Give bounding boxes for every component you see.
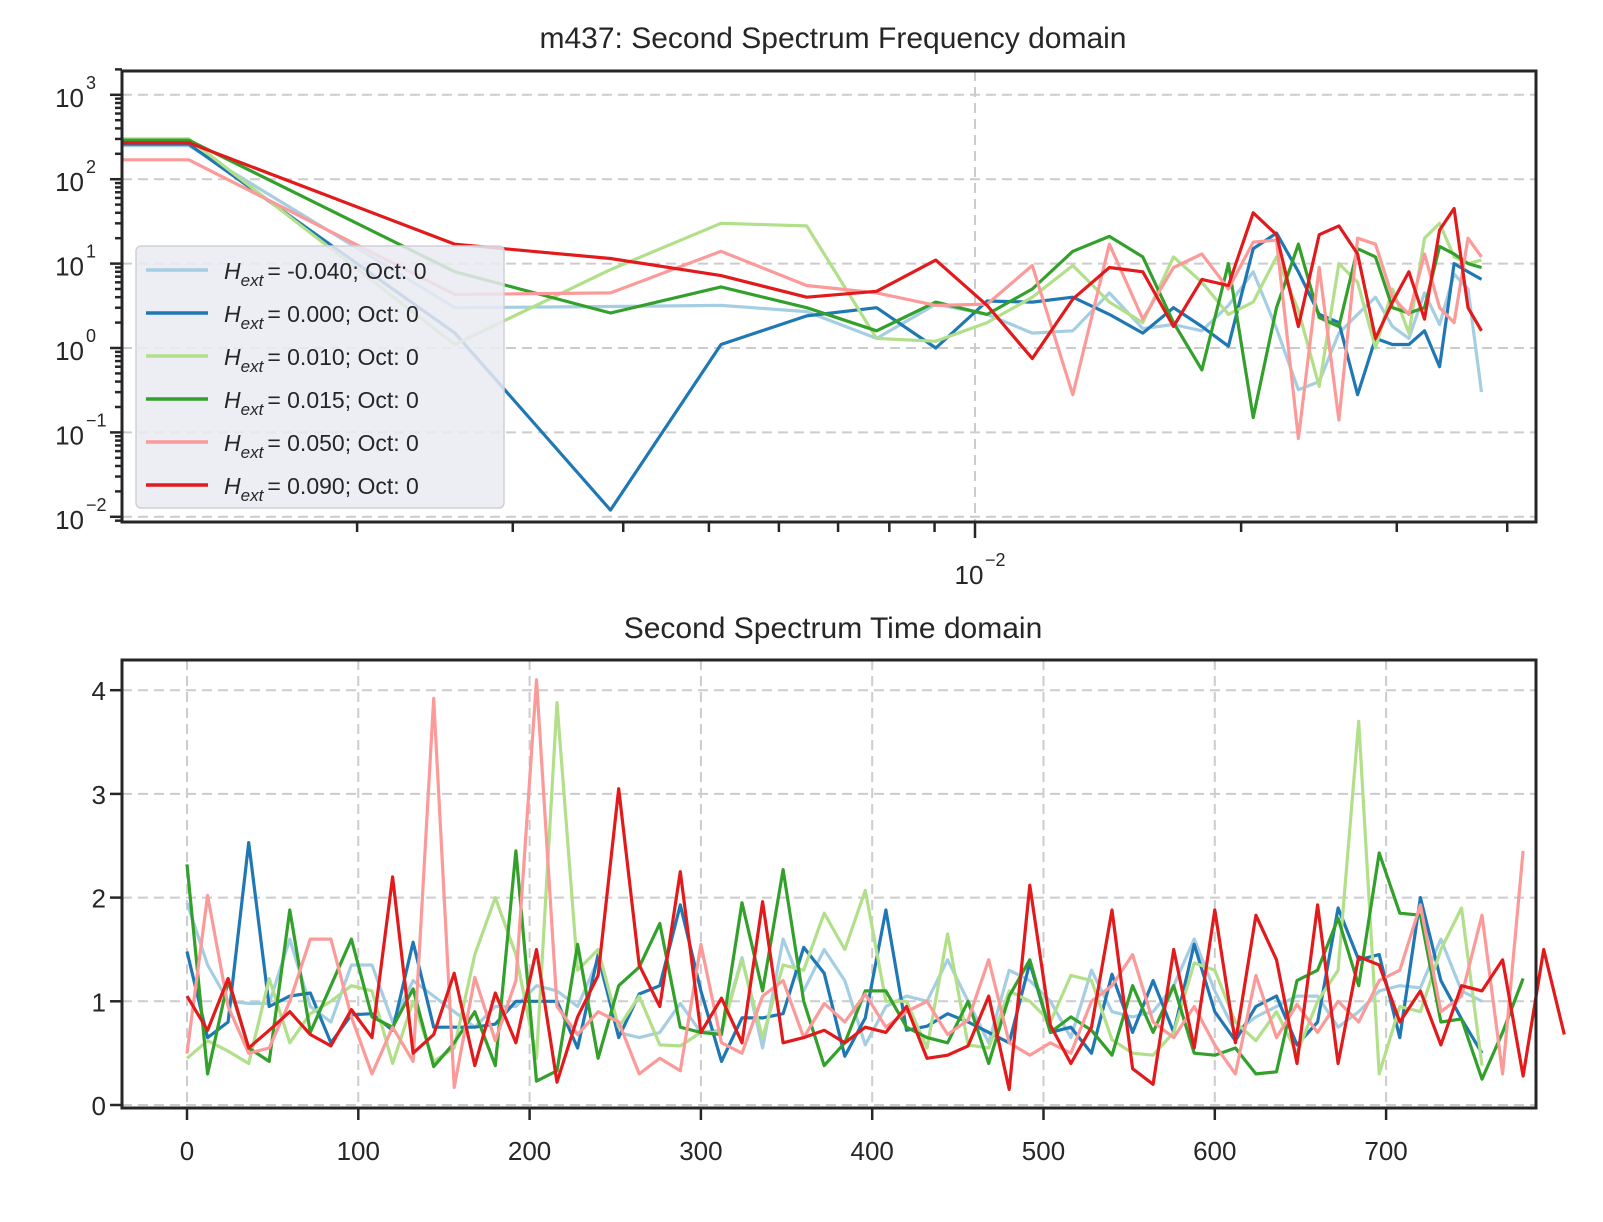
time-plot-frame	[120, 658, 1538, 1110]
frequency-domain-panel: m437: Second Spectrum Frequency domain 1…	[55, 22, 1538, 590]
legend-label: Hext = 0.000; Oct: 0	[224, 301, 419, 333]
y-tick-label-exponent: −1	[86, 410, 107, 430]
legend-entry: Hext = -0.040; Oct: 0	[146, 258, 426, 290]
frequency-series-group	[120, 137, 1484, 512]
time-x-tick-label: 100	[337, 1136, 380, 1166]
frequency-series-line-3	[120, 138, 1482, 420]
time-domain-panel: Second Spectrum Time domain 0 1 2 3 4 0 100 200…	[92, 612, 1566, 1166]
frequency-axis-ticks: 10 310 210 110 010 −110 −210 −2	[55, 68, 1509, 590]
time-series-line-5	[185, 787, 1566, 1092]
legend-subscript: ext	[241, 314, 265, 333]
legend-symbol: H	[224, 258, 241, 284]
legend-subscript: ext	[241, 486, 265, 505]
time-axis-ticks: 0 1 2 3 4 0 100 200 300 400 500 600 700	[92, 676, 1408, 1166]
legend-entry: Hext = 0.015; Oct: 0	[146, 387, 419, 419]
legend-subscript: ext	[241, 271, 265, 290]
legend-symbol: H	[224, 387, 241, 413]
y-tick-label-exponent: 2	[86, 157, 96, 177]
time-y-tick-label: 2	[92, 884, 106, 914]
legend-value: = 0.000; Oct: 0	[267, 301, 419, 327]
legend-value: = 0.010; Oct: 0	[267, 344, 419, 370]
y-tick-label-base: 10	[55, 505, 84, 535]
time-y-tick-label: 4	[92, 676, 106, 706]
y-tick-label-base: 10	[55, 83, 84, 113]
time-x-tick-label: 400	[851, 1136, 894, 1166]
y-tick-label-exponent: 0	[86, 326, 96, 346]
legend-entry: Hext = 0.050; Oct: 0	[146, 430, 419, 462]
legend-subscript: ext	[241, 443, 265, 462]
y-tick-label-base: 10	[55, 336, 84, 366]
y-tick-label-exponent: 3	[86, 73, 96, 93]
time-plot-title: Second Spectrum Time domain	[624, 612, 1043, 645]
legend-label: Hext = 0.090; Oct: 0	[224, 473, 419, 505]
legend-label: Hext = 0.050; Oct: 0	[224, 430, 419, 462]
time-series-group	[185, 678, 1566, 1092]
time-x-tick-label: 700	[1364, 1136, 1407, 1166]
frequency-series-line-4	[120, 158, 1483, 440]
legend-box	[135, 245, 505, 509]
legend-symbol: H	[224, 301, 241, 327]
y-tick-label-base: 10	[55, 420, 84, 450]
y-tick-label-base: 10	[55, 167, 84, 197]
time-y-tick-label: 0	[92, 1091, 106, 1121]
time-series-line-2	[185, 700, 1484, 1076]
legend-label: Hext = 0.015; Oct: 0	[224, 387, 419, 419]
time-series-line-3	[185, 849, 1525, 1083]
y-tick-label-exponent: 1	[86, 242, 96, 262]
legend-value: = 0.090; Oct: 0	[267, 473, 419, 499]
time-y-tick-label: 3	[92, 780, 106, 810]
legend-entry: Hext = 0.010; Oct: 0	[146, 344, 419, 376]
legend-symbol: H	[224, 473, 241, 499]
time-x-tick-label: 600	[1193, 1136, 1236, 1166]
time-series-line-0	[185, 902, 1483, 1050]
legend-label: Hext = 0.010; Oct: 0	[224, 344, 419, 376]
frequency-series-line-5	[120, 141, 1483, 361]
legend-symbol: H	[224, 430, 241, 456]
x-tick-label-base: 10	[955, 560, 984, 590]
time-x-tick-label: 0	[180, 1136, 194, 1166]
y-tick-label-exponent: −2	[86, 495, 107, 515]
legend-value: = -0.040; Oct: 0	[267, 258, 426, 284]
time-x-tick-label: 200	[508, 1136, 551, 1166]
time-series-line-4	[185, 678, 1525, 1090]
legend-entry: Hext = 0.090; Oct: 0	[146, 473, 419, 505]
time-y-tick-label: 1	[92, 987, 106, 1017]
time-x-tick-label: 300	[679, 1136, 722, 1166]
time-x-tick-label: 500	[1022, 1136, 1065, 1166]
legend-subscript: ext	[241, 400, 265, 419]
legend-subscript: ext	[241, 357, 265, 376]
y-tick-label-base: 10	[55, 252, 84, 282]
legend-value: = 0.015; Oct: 0	[267, 387, 419, 413]
frequency-series-line-2	[120, 137, 1482, 389]
legend-symbol: H	[224, 344, 241, 370]
frequency-plot-title: m437: Second Spectrum Frequency domain	[540, 22, 1127, 55]
legend-label: Hext = -0.040; Oct: 0	[224, 258, 426, 290]
x-tick-label-exponent: −2	[985, 550, 1006, 570]
legend-value: = 0.050; Oct: 0	[267, 430, 419, 456]
legend-entry: Hext = 0.000; Oct: 0	[146, 301, 419, 333]
frequency-series-line-1	[120, 142, 1483, 512]
